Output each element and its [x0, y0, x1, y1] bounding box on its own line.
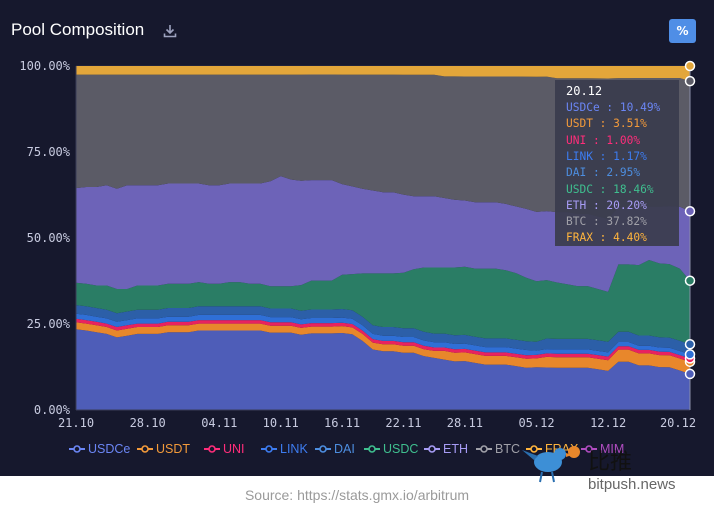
tooltip-date: 20.12 [566, 84, 603, 98]
legend-item-usdc[interactable]: USDC [363, 441, 418, 456]
legend-label: MIM [600, 441, 625, 456]
legend-item-link[interactable]: LINK [260, 441, 308, 456]
tooltip-row: USDCe : 10.49% [566, 101, 661, 114]
legend-marker-icon [69, 444, 85, 453]
y-tick-label: 100.00% [19, 59, 70, 73]
area-usdt [76, 322, 690, 374]
x-tick-label: 20.12 [660, 416, 696, 430]
pool-composition-chart[interactable]: 0.00% 25.00% 50.00% 75.00% 100.00% 21.10 28.10… [0, 0, 714, 476]
marker-frax [684, 60, 696, 72]
tooltip-row: USDC : 18.46% [566, 182, 654, 196]
legend-marker-icon [261, 444, 277, 453]
tooltip: 20.12 USDCe : 10.49% USDT : 3.51% UNI : 1.… [555, 80, 679, 246]
watermark-cn: 比推 [588, 450, 633, 475]
area-dai [76, 305, 690, 355]
legend-label: LINK [280, 441, 308, 456]
legend-label: USDC [383, 441, 419, 456]
legend-item-dai[interactable]: DAI [314, 441, 355, 456]
tooltip-row: FRAX : 4.40% [566, 231, 647, 245]
tooltip-row: USDT : 3.51% [566, 117, 647, 131]
area-usdce [76, 329, 690, 410]
area-link [76, 313, 690, 359]
x-tick-label: 10.11 [263, 416, 299, 430]
chart-title: Pool Composition [11, 20, 145, 39]
marker-dai [684, 338, 696, 350]
legend-marker-icon [315, 444, 331, 453]
legend-item-eth[interactable]: ETH [423, 441, 468, 456]
stacked-areas [76, 66, 690, 410]
marker-btc [684, 75, 696, 87]
tooltip-row: DAI : 2.95% [566, 166, 641, 180]
legend-marker-icon [137, 444, 153, 453]
tooltip-row: LINK : 1.17% [566, 149, 647, 163]
legend-label: ETH [443, 441, 468, 456]
marker-usdc [684, 275, 696, 286]
legend-label: USDT [156, 441, 191, 456]
legend-item-uni[interactable]: UNI [203, 441, 245, 456]
legend-marker-icon [526, 444, 542, 453]
x-tick-label: 05.12 [518, 416, 554, 430]
legend-marker-icon [424, 444, 440, 453]
tooltip-row: BTC : 37.82% [566, 215, 647, 229]
legend-marker-icon [581, 444, 597, 453]
legend-item-mim[interactable]: MIM [580, 441, 624, 456]
area-eth [76, 176, 690, 292]
legend-label: DAI [334, 441, 355, 456]
legend-label: BTC [495, 441, 520, 456]
x-tick-label: 04.11 [201, 416, 237, 430]
legend-marker-icon [204, 444, 220, 453]
area-usdc [76, 260, 690, 345]
source-caption: Source: https://stats.gmx.io/arbitrum [244, 487, 470, 503]
download-icon[interactable] [163, 24, 177, 38]
y-tick-label: 0.00% [34, 403, 71, 417]
watermark-en: bitpush.news [588, 476, 676, 493]
y-tick-label: 75.00% [27, 145, 71, 159]
tooltip-row: UNI : 1.00% [566, 133, 641, 147]
legend-marker-icon [476, 444, 492, 453]
marker-link [684, 349, 696, 360]
marker-usdce [684, 368, 696, 380]
hover-markers [684, 60, 696, 410]
legend-item-usdt[interactable]: USDT [136, 441, 190, 456]
axes: 0.00% 25.00% 50.00% 75.00% 100.00% 21.10 28.10… [19, 59, 696, 430]
x-tick-label: 12.12 [590, 416, 626, 430]
legend-label: USDCe [88, 441, 131, 456]
x-tick-label: 16.11 [324, 416, 360, 430]
legend-marker-icon [364, 444, 380, 453]
area-btc [76, 74, 690, 219]
tooltip-row: ETH : 20.20% [566, 198, 647, 212]
percent-toggle-button[interactable]: % [669, 19, 696, 43]
legend-item-usdce[interactable]: USDCe [68, 441, 130, 456]
bird-logo-icon [522, 446, 580, 483]
marker-eth [684, 205, 696, 217]
y-tick-label: 25.00% [27, 317, 71, 331]
y-tick-label: 50.00% [27, 231, 71, 245]
x-tick-label: 22.11 [385, 416, 421, 430]
legend-label: UNI [223, 441, 245, 456]
x-tick-label: 28.10 [130, 416, 166, 430]
x-tick-label: 28.11 [447, 416, 483, 430]
area-frax [76, 66, 690, 82]
x-tick-label: 21.10 [58, 416, 94, 430]
legend-item-btc[interactable]: BTC [475, 441, 520, 456]
